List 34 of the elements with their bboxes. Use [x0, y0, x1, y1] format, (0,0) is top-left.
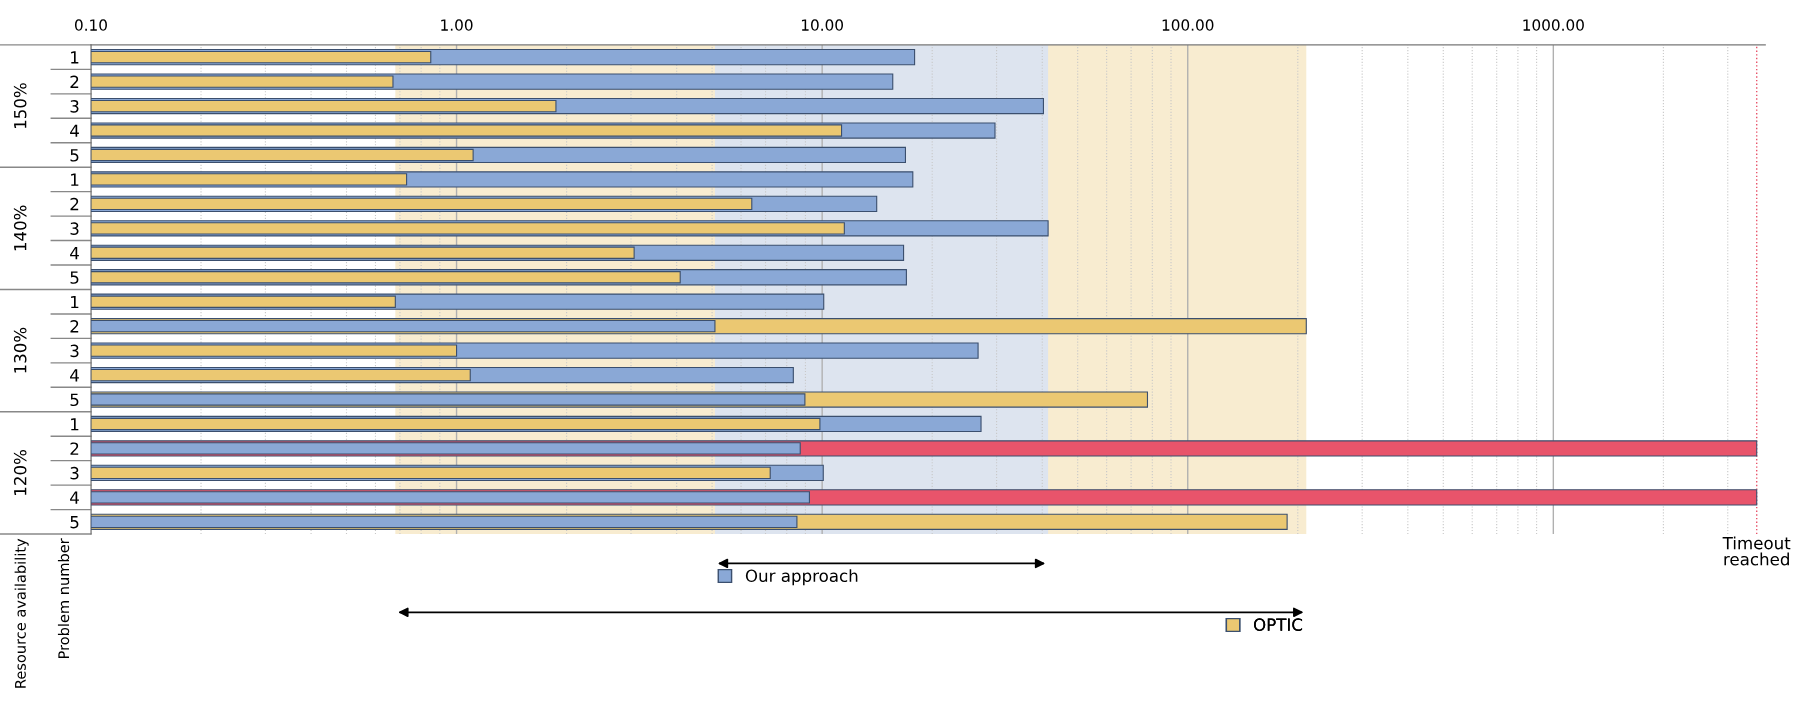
y-axis-title: Problem number: [57, 538, 70, 659]
text: 130%: [13, 327, 27, 373]
y-tick-label: 2: [70, 320, 79, 333]
text: 120%: [13, 449, 27, 495]
legend-label: Our approach: [745, 569, 858, 586]
ref-line-label: Timeout reached: [1722, 536, 1791, 566]
x-tick-label: 10.00: [801, 19, 843, 31]
y-tick-label: 4: [70, 491, 79, 504]
y-tick-label: 4: [70, 369, 79, 382]
legend-label: OPTIC: [1253, 618, 1303, 631]
y-tick-label: 1: [71, 173, 79, 186]
y-tick-label: 1: [71, 51, 79, 64]
y-tick-label: 3: [70, 222, 79, 235]
y-tick-label: 4: [70, 246, 79, 260]
x-tick-label: 1000.00: [1523, 19, 1584, 31]
y-tick-label: 1: [71, 418, 79, 431]
y-tick-label: 3: [70, 466, 79, 480]
text: 150%: [13, 83, 27, 129]
y-tick-label: 3: [70, 100, 79, 113]
y-tick-label: 5: [70, 515, 79, 529]
text: Resource availability: [14, 538, 29, 688]
y-tick-label: 3: [70, 344, 79, 358]
x-tick-label: 0.10: [74, 19, 107, 31]
y-tick-label: 1: [71, 295, 79, 309]
y-tick-label: 2: [70, 197, 79, 211]
y-tick-label: 5: [70, 149, 79, 162]
y-tick-label: 2: [70, 75, 79, 88]
y-tick-label: 2: [70, 442, 79, 455]
y-tick-label: 5: [70, 271, 79, 284]
x-tick-label: 1.00: [441, 19, 473, 31]
y-tick-label: 5: [70, 393, 79, 407]
text: 140%: [13, 205, 27, 251]
y-tick-label: 4: [70, 124, 79, 137]
x-tick-label: 100.00: [1162, 19, 1214, 31]
